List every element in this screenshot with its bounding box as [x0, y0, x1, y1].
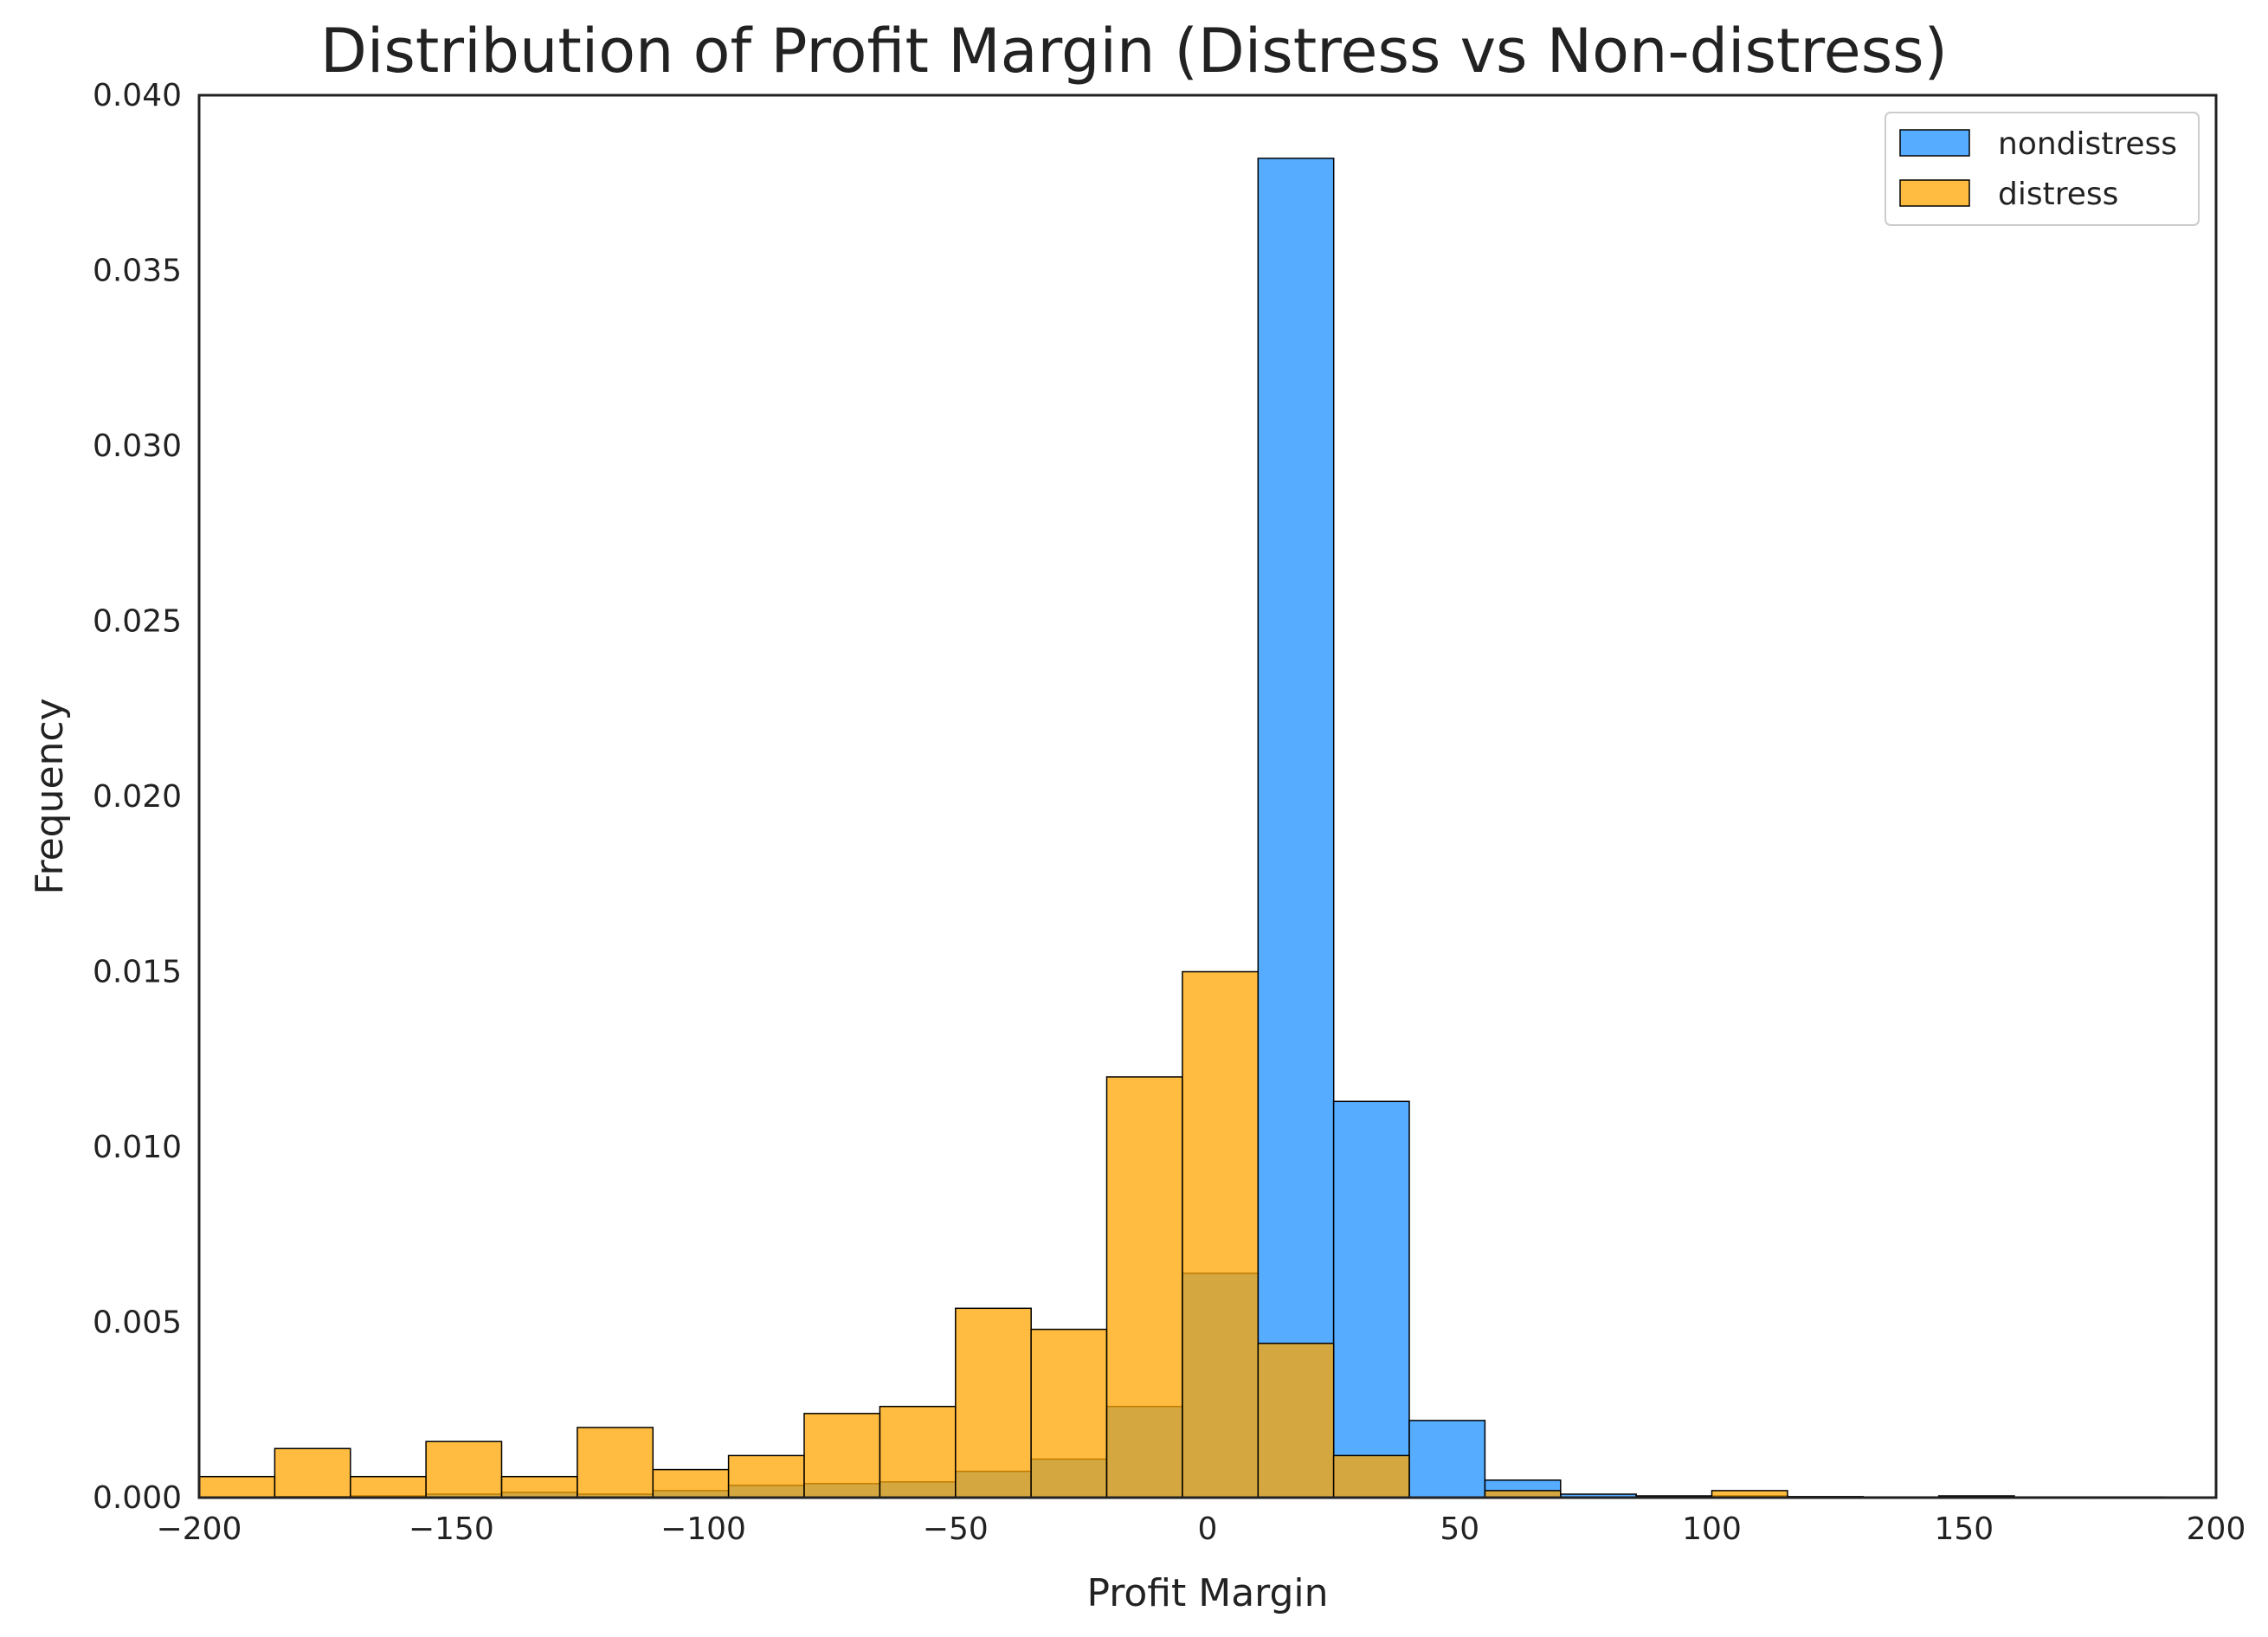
plot-frame	[197, 93, 2218, 1499]
distress-bar	[500, 1475, 578, 1498]
y-tick-label: 0.010	[93, 1130, 182, 1165]
distress-bar	[1332, 1454, 1410, 1498]
x-tick-label: 150	[1934, 1511, 1994, 1547]
distress-bar	[803, 1413, 881, 1498]
x-tick-label: −50	[923, 1511, 989, 1547]
legend: nondistress distress	[1885, 112, 2200, 226]
x-tick-label: −200	[157, 1511, 242, 1547]
distress-bar	[1182, 970, 1260, 1498]
x-tick-label: 100	[1682, 1511, 1742, 1547]
distress-bar	[1030, 1328, 1108, 1498]
y-tick-label: 0.005	[93, 1305, 182, 1341]
y-tick-label: 0.020	[93, 779, 182, 815]
distress-bar	[879, 1405, 957, 1498]
y-tick-label: 0.015	[93, 955, 182, 990]
legend-swatch-distress	[1899, 179, 1970, 207]
distress-bar	[1105, 1076, 1183, 1498]
y-tick-label: 0.000	[93, 1480, 182, 1516]
x-tick-label: −100	[660, 1511, 746, 1547]
y-axis-label: Frequency	[28, 698, 72, 894]
distress-bar	[1257, 1343, 1335, 1498]
nondistress-bar	[1332, 1100, 1410, 1498]
distress-bars	[198, 970, 1788, 1498]
legend-label-nondistress: nondistress	[1998, 126, 2177, 162]
distress-bar	[577, 1427, 654, 1498]
distress-bar	[350, 1475, 427, 1498]
x-tick-label: 200	[2187, 1511, 2246, 1547]
distress-bar	[425, 1440, 503, 1498]
x-tick-label: −150	[409, 1511, 494, 1547]
distress-bar	[727, 1454, 805, 1498]
nondistress-bar	[1408, 1420, 1486, 1498]
x-axis-label: Profit Margin	[1086, 1571, 1328, 1615]
distress-bar	[652, 1468, 730, 1498]
distress-bar	[955, 1307, 1032, 1498]
y-axis-ticks: 0.000 0.005 0.010 0.015 0.020 0.025 0.030 0.035…	[93, 78, 182, 1516]
x-axis-ticks: −200 −150 −100 −50 0 50 100 150 200	[157, 1511, 2246, 1547]
y-tick-label: 0.025	[93, 604, 182, 640]
legend-swatch-nondistress	[1899, 129, 1970, 157]
legend-label-distress: distress	[1998, 177, 2118, 212]
distress-bar	[274, 1447, 351, 1498]
nondistress-bar	[1257, 158, 1335, 1498]
x-tick-label: 50	[1440, 1511, 1479, 1547]
y-tick-label: 0.035	[93, 254, 182, 289]
x-tick-label: 0	[1198, 1511, 1218, 1547]
chart-title: Distribution of Profit Margin (Distress …	[320, 16, 1948, 87]
y-tick-label: 0.030	[93, 429, 182, 464]
distress-bar	[198, 1475, 276, 1498]
y-tick-label: 0.040	[93, 78, 182, 113]
